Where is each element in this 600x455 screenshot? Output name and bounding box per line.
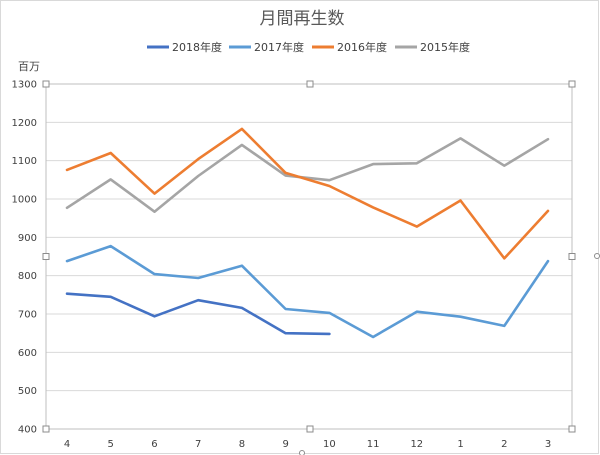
x-tick-label: 12 [410,439,423,450]
y-tick-label: 900 [18,233,37,244]
legend-label: 2018年度 [172,40,222,54]
y-tick-label: 1100 [12,156,37,167]
x-tick-label: 1 [457,439,463,450]
legend-label: 2015年度 [420,40,470,54]
x-tick-label: 9 [282,439,288,450]
y-axis-ticks: 400 500 600 700 800 900 1000 1100 1200 1300 [12,80,37,436]
legend: 2018年度 2017年度 2016年度 2015年度 [147,40,470,54]
selection-handles[interactable] [42,80,600,455]
y-tick-label: 500 [18,386,37,397]
x-tick-label: 2 [501,439,507,450]
y-tick-label: 400 [18,425,37,436]
series-line-2015年度[interactable] [65,137,550,213]
chart-resize-handle[interactable] [299,450,305,455]
series-line-2016年度[interactable] [65,127,550,260]
x-tick-label: 4 [64,439,70,450]
gridlines [46,83,572,392]
resize-handle[interactable] [42,80,50,88]
resize-handle[interactable] [568,80,576,88]
resize-handle[interactable] [568,425,576,433]
resize-handle[interactable] [306,80,314,88]
y-tick-label: 700 [18,310,37,321]
resize-handle[interactable] [42,425,50,433]
legend-label: 2017年度 [254,40,304,54]
y-tick-label: 1300 [12,80,37,91]
x-tick-label: 7 [195,439,201,450]
legend-item[interactable]: 2015年度 [395,40,470,54]
x-tick-label: 5 [108,439,114,450]
chart-title: 月間再生数 [260,9,345,29]
y-tick-label: 800 [18,271,37,282]
y-tick-label: 1200 [12,118,37,129]
x-tick-label: 10 [323,439,336,450]
legend-item[interactable]: 2016年度 [312,40,387,54]
x-tick-label: 6 [151,439,157,450]
y-axis-unit-label: 百万 [18,60,40,73]
x-tick-label: 3 [545,439,551,450]
x-axis-ticks: 4 5 6 7 8 9 10 11 12 1 2 3 [64,439,551,450]
series-line-2017年度[interactable] [65,244,550,339]
legend-item[interactable]: 2017年度 [229,40,304,54]
y-tick-label: 1000 [12,195,37,206]
legend-label: 2016年度 [337,40,387,54]
resize-handle[interactable] [42,253,50,260]
x-tick-label: 8 [239,439,245,450]
resize-handle[interactable] [306,425,314,433]
chart-resize-handle[interactable] [594,253,600,259]
series-layer [65,127,550,339]
resize-handle[interactable] [568,253,576,260]
x-tick-label: 11 [367,439,380,450]
legend-item[interactable]: 2018年度 [147,40,222,54]
series-line-2018年度[interactable] [65,292,331,336]
y-tick-label: 600 [18,348,37,359]
